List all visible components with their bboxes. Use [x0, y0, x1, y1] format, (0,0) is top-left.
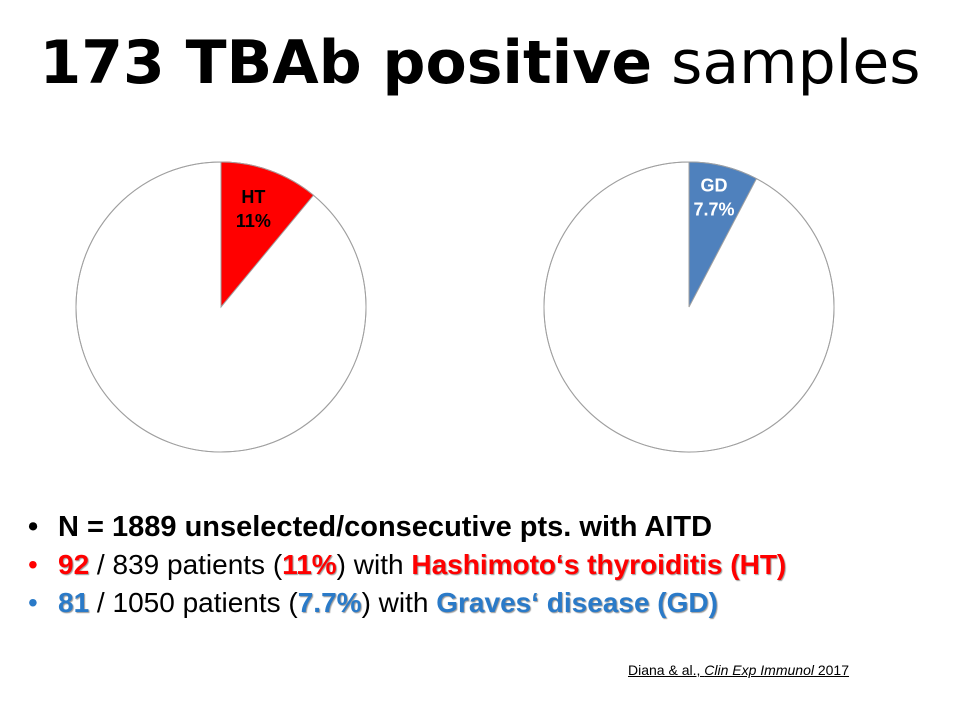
ht-count: 92 — [58, 549, 90, 580]
bullet-total-text: N = 1889 unselected/consecutive pts. wit… — [58, 511, 713, 543]
ht-disease: Hashimoto‘s thyroiditis (HT) — [411, 549, 787, 580]
bullet-gd: • 81 / 1050 patients (7.7%) with Graves‘ … — [28, 584, 948, 622]
pie-outline — [75, 161, 367, 453]
gd-mid1: / 1050 patients ( — [89, 587, 298, 618]
gd-disease: Graves‘ disease (GD) — [436, 587, 718, 618]
remainder-slice — [543, 161, 835, 453]
ht-percent: 11% — [282, 549, 337, 580]
gd-percent: 7.7% — [297, 587, 362, 618]
title-light: samples — [671, 28, 921, 98]
pie-chart-1: HT 11% — [75, 161, 367, 453]
slice-label: GD — [701, 176, 728, 196]
pie-charts: HT 11% GD 7.7% — [75, 161, 835, 453]
pie-chart-2: GD 7.7% — [543, 161, 835, 453]
bullet-ht: • 92 / 839 patients (11%) with Hashimoto‘… — [28, 546, 948, 584]
citation-authors: Diana & al., — [628, 662, 705, 678]
pie-outline — [543, 161, 835, 453]
slice-value-label: 7.7% — [693, 200, 734, 220]
citation-year: 2017 — [813, 662, 850, 678]
gd-mid2: ) with — [361, 587, 437, 618]
bullet-dot: • — [28, 549, 38, 580]
citation-journal: Clin Exp Immunol — [704, 662, 814, 678]
slice-value-label: 11% — [236, 211, 271, 231]
bullet-list: • N = 1889 unselected/consecutive pts. wi… — [28, 508, 948, 622]
bullet-total: • N = 1889 unselected/consecutive pts. wi… — [28, 508, 948, 546]
ht-mid1: / 839 patients ( — [89, 549, 283, 580]
slide-title: 173 TBAb positive samples — [0, 28, 960, 98]
citation: Diana & al., Clin Exp Immunol 2017 — [628, 662, 849, 678]
gd-count: 81 — [58, 587, 90, 618]
ht-mid2: ) with — [336, 549, 412, 580]
slice-label: HT — [241, 187, 265, 207]
bullet-dot: • — [28, 587, 38, 618]
title-bold: 173 TBAb positive — [39, 28, 653, 98]
bullet-dot: • — [28, 511, 39, 543]
remainder-slice — [75, 161, 367, 453]
